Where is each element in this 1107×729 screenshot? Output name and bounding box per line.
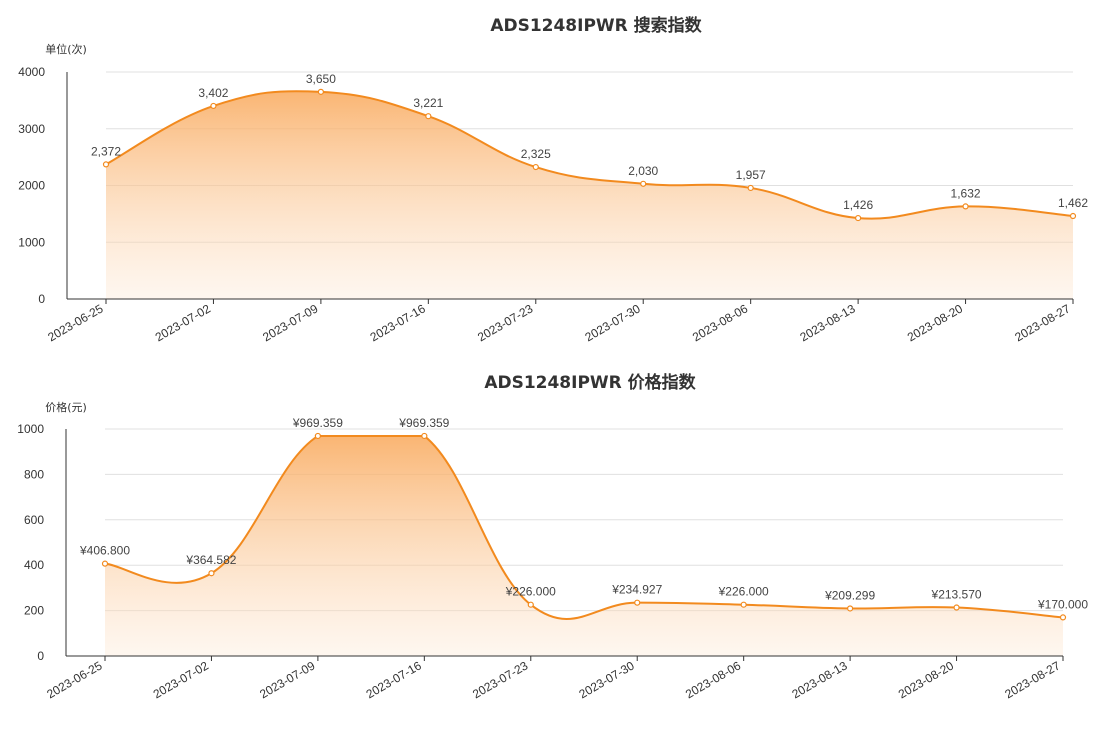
- data-label: ¥406.800: [79, 544, 130, 558]
- data-point[interactable]: [425, 113, 432, 120]
- series-line: [104, 434, 1064, 620]
- data-label: ¥234.927: [611, 583, 662, 597]
- y-tick-label: 0: [38, 292, 45, 306]
- data-point[interactable]: [210, 102, 217, 110]
- data-label: 3,650: [306, 72, 336, 86]
- data-point[interactable]: [102, 161, 110, 168]
- data-label: 1,957: [736, 168, 766, 182]
- x-tick-label: 2023-07-02: [151, 658, 211, 701]
- data-label: ¥209.299: [824, 588, 875, 602]
- price-chart-title: ADS1248IPWR 价格指数: [484, 372, 696, 393]
- data-label: 3,221: [413, 96, 443, 110]
- x-tick-label: 2023-07-09: [257, 658, 317, 701]
- data-point[interactable]: [532, 163, 539, 171]
- data-point[interactable]: [527, 601, 534, 608]
- x-tick-label: 2023-07-30: [583, 301, 643, 344]
- data-label: 2,372: [91, 144, 121, 158]
- data-label: ¥969.359: [292, 416, 343, 430]
- x-tick-label: 2023-08-20: [896, 658, 956, 701]
- data-point[interactable]: [1059, 614, 1067, 621]
- data-point[interactable]: [317, 88, 324, 95]
- data-point[interactable]: [962, 203, 969, 210]
- y-tick-label: 200: [24, 604, 44, 618]
- data-label: 3,402: [198, 86, 228, 100]
- data-point[interactable]: [314, 432, 321, 440]
- x-tick-label: 2023-08-27: [1012, 301, 1072, 344]
- data-label: 1,426: [843, 198, 873, 212]
- search-chart-title: ADS1248IPWR 搜索指数: [490, 15, 702, 36]
- y-tick-label: 600: [24, 513, 44, 527]
- y-tick-label: 800: [24, 467, 44, 481]
- data-label: ¥170.000: [1037, 597, 1088, 611]
- x-tick-label: 2023-08-13: [797, 301, 857, 344]
- data-label: 2,325: [521, 147, 551, 161]
- search-index-chart: ADS1248IPWR 搜索指数 单位(次) 2,372 3,402 3,650 3,…: [18, 15, 1088, 344]
- data-label: ¥226.000: [505, 585, 556, 599]
- x-tick-label: 2023-07-09: [260, 301, 320, 344]
- price-index-chart: ADS1248IPWR 价格指数 价格(元) ¥406.800 ¥364.582 ¥…: [17, 372, 1088, 701]
- data-point[interactable]: [847, 605, 854, 612]
- x-tick-label: 2023-07-30: [577, 658, 637, 701]
- data-point[interactable]: [421, 432, 428, 440]
- data-label: 1,632: [951, 186, 981, 200]
- data-label: ¥226.000: [718, 585, 769, 599]
- y-tick-label: 4000: [18, 65, 45, 79]
- data-point[interactable]: [740, 601, 747, 608]
- x-tick-label: 2023-07-23: [475, 301, 535, 344]
- data-point[interactable]: [101, 560, 109, 567]
- y-tick-label: 400: [24, 558, 44, 572]
- data-point[interactable]: [208, 570, 215, 577]
- x-tick-label: 2023-07-02: [153, 301, 213, 344]
- x-tick-label: 2023-08-13: [789, 658, 849, 701]
- x-tick-label: 2023-08-20: [905, 301, 965, 344]
- x-tick-label: 2023-07-16: [364, 658, 424, 701]
- data-point[interactable]: [640, 180, 647, 187]
- x-tick-label: 2023-06-25: [45, 301, 105, 344]
- data-point[interactable]: [953, 604, 960, 611]
- data-label: ¥213.570: [931, 588, 982, 602]
- y-tick-label: 2000: [18, 179, 45, 193]
- x-tick-label: 2023-08-27: [1002, 658, 1062, 701]
- x-tick-label: 2023-08-06: [690, 301, 750, 344]
- y-tick-label: 1000: [17, 422, 44, 436]
- series-line: [105, 90, 1074, 220]
- price-chart-unit-label: 价格(元): [45, 400, 87, 414]
- area-fill: [105, 435, 1063, 656]
- area-fill: [106, 91, 1073, 299]
- data-point[interactable]: [855, 214, 862, 222]
- y-tick-label: 1000: [18, 235, 45, 249]
- data-label: 1,462: [1058, 196, 1088, 210]
- data-label: 2,030: [628, 164, 658, 178]
- data-point[interactable]: [634, 599, 641, 606]
- x-tick-label: 2023-07-23: [470, 658, 530, 701]
- x-tick-label: 2023-06-25: [44, 658, 104, 701]
- x-tick-label: 2023-07-16: [368, 301, 428, 344]
- data-label: ¥364.582: [185, 553, 236, 567]
- search-chart-unit-label: 单位(次): [45, 42, 87, 56]
- data-point[interactable]: [1069, 212, 1077, 220]
- y-tick-label: 3000: [18, 122, 45, 136]
- x-tick-label: 2023-08-06: [683, 658, 743, 701]
- y-tick-label: 0: [37, 649, 44, 663]
- data-point[interactable]: [747, 184, 754, 192]
- data-label: ¥969.359: [398, 416, 449, 430]
